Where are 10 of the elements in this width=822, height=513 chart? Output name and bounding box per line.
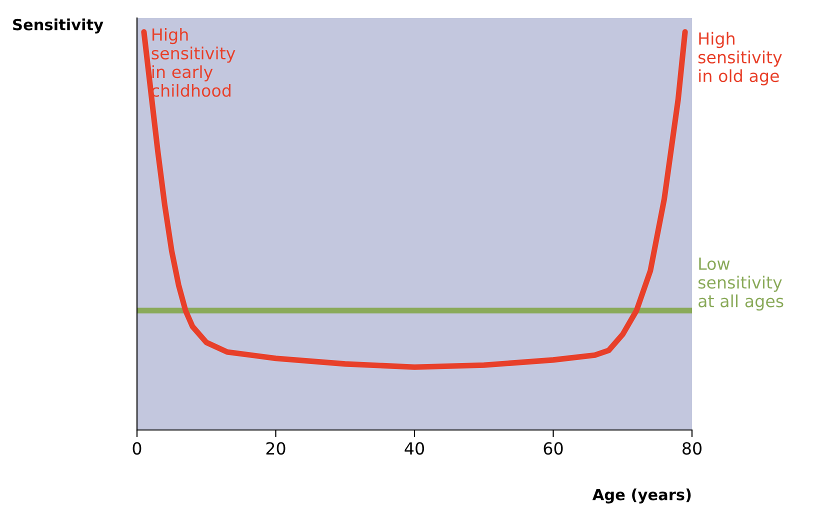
annotation: High sensitivity in early childhood xyxy=(152,28,236,97)
x-tick-label: 80 xyxy=(682,442,702,455)
y-axis-title: Sensitivity xyxy=(13,18,104,34)
x-axis-title: Age (years) xyxy=(592,488,691,504)
x-tick-label: 20 xyxy=(266,442,286,455)
x-tick-label: 40 xyxy=(404,442,424,455)
series-label: High sensitivity in old age xyxy=(698,32,782,86)
x-tick-label: 0 xyxy=(132,442,142,455)
series-label: Low sensitivity at all ages xyxy=(698,258,784,311)
x-tick-label: 60 xyxy=(544,442,563,455)
